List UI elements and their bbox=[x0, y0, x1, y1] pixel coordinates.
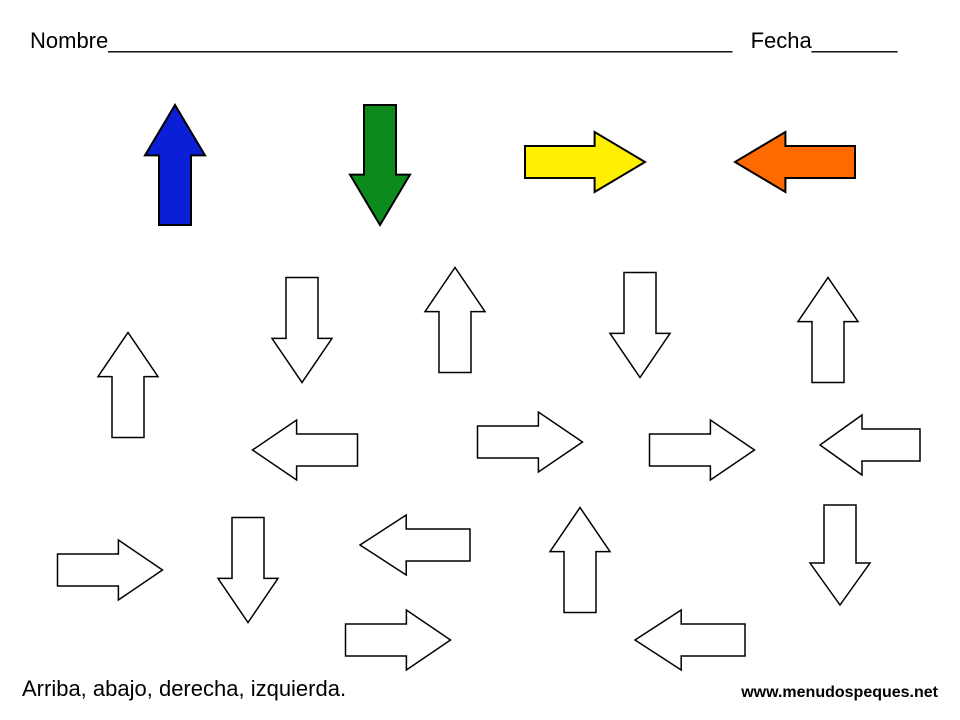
legend-arrow-up bbox=[145, 105, 205, 225]
legend-arrow-left bbox=[735, 132, 855, 192]
blank-arrow-left bbox=[635, 610, 745, 670]
blank-arrow-right bbox=[346, 610, 451, 670]
blank-arrow-up bbox=[550, 508, 610, 613]
blank-arrow-up bbox=[98, 333, 158, 438]
blank-arrow-down bbox=[272, 278, 332, 383]
blank-arrow-right bbox=[58, 540, 163, 600]
legend-arrow-right bbox=[525, 132, 645, 192]
blank-arrow-up bbox=[798, 278, 858, 383]
legend-arrow-down bbox=[350, 105, 410, 225]
blank-arrow-left bbox=[820, 415, 920, 475]
credit-text: www.menudospeques.net bbox=[741, 684, 938, 702]
blank-arrow-up bbox=[425, 268, 485, 373]
instructions-text: Arriba, abajo, derecha, izquierda. bbox=[22, 676, 346, 702]
blank-arrow-left bbox=[253, 420, 358, 480]
blank-arrow-right bbox=[478, 412, 583, 472]
blank-arrow-right bbox=[650, 420, 755, 480]
blank-arrow-down bbox=[218, 518, 278, 623]
blank-arrow-down bbox=[810, 505, 870, 605]
blank-arrow-left bbox=[360, 515, 470, 575]
arrows-canvas bbox=[0, 0, 960, 720]
blank-arrow-down bbox=[610, 273, 670, 378]
